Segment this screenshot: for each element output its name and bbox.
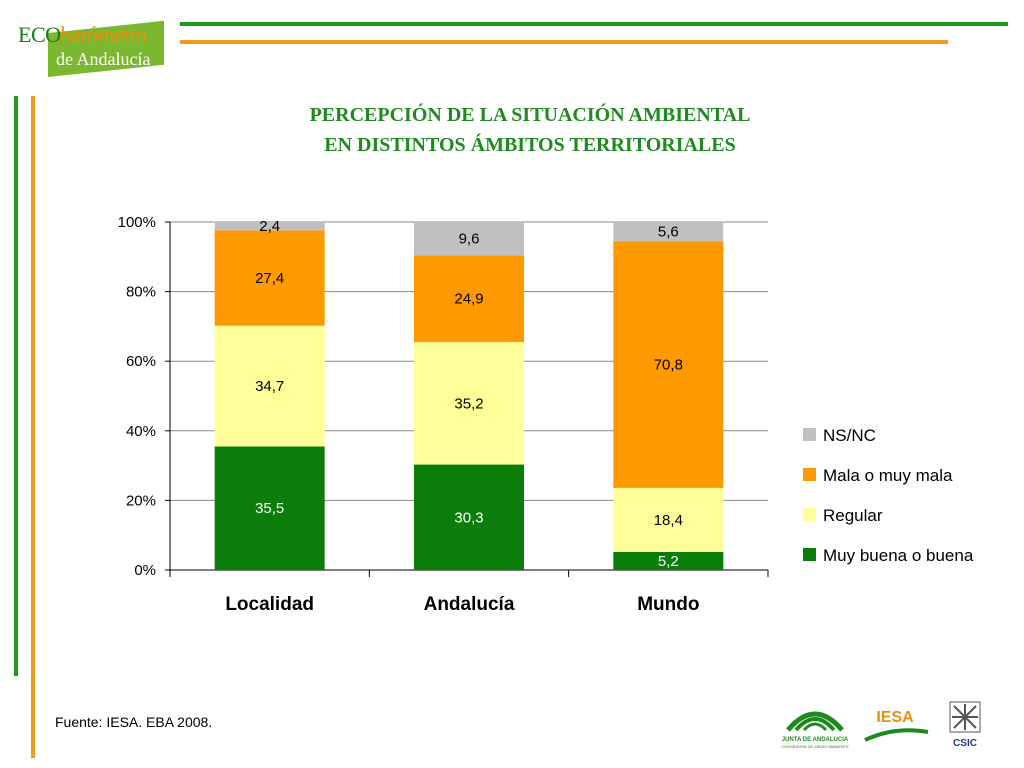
side-orange-rule (31, 96, 35, 758)
y-tick-label: 0% (134, 562, 156, 579)
data-label: 35,5 (255, 500, 284, 517)
data-label: 9,6 (459, 231, 480, 248)
csic-logo: CSIC (949, 701, 981, 749)
bar-segment (613, 241, 724, 488)
bar-segment (414, 255, 524, 343)
iesa-logo-text: IESA (876, 709, 914, 726)
bar-segment (613, 222, 724, 242)
data-label: 34,7 (255, 378, 284, 395)
y-tick-label: 20% (126, 492, 156, 509)
legend-swatch (803, 428, 816, 441)
junta-logo-text: JUNTA DE ANDALUCIA (782, 737, 849, 743)
chart-title-line1: PERCEPCIÓN DE LA SITUACIÓN AMBIENTAL (309, 104, 751, 126)
x-category-label: Andalucía (424, 594, 515, 615)
legend-label: Muy buena o buena (823, 546, 974, 565)
source-note: Fuente: IESA. EBA 2008. (55, 714, 213, 730)
data-label: 35,2 (454, 395, 483, 412)
bar-segment (613, 487, 724, 552)
bar-segment (613, 551, 724, 570)
data-label: 27,4 (255, 270, 284, 287)
bar-segment (214, 325, 325, 447)
junta-andalucia-logo: JUNTA DE ANDALUCIA CONSEJERIA DE MEDIO A… (781, 711, 849, 749)
data-label: 5,6 (658, 224, 679, 241)
top-green-rule (180, 22, 1008, 26)
logo-barometro-text: barómetro (60, 22, 147, 47)
y-tick-label: 40% (126, 423, 156, 440)
x-category-label: Mundo (637, 594, 699, 615)
bar-segment (214, 222, 325, 231)
data-label: 24,9 (454, 291, 483, 308)
bar-segment (414, 464, 524, 570)
logo-andalucia-text: de Andalucía (56, 49, 151, 69)
footer-logos: JUNTA DE ANDALUCIA CONSEJERIA DE MEDIO A… (781, 701, 981, 749)
legend-label: Mala o muy mala (823, 466, 953, 485)
y-tick-label: 100% (118, 214, 156, 231)
bar-segment (414, 342, 524, 465)
y-tick-label: 60% (126, 353, 156, 370)
top-orange-rule (180, 40, 948, 44)
data-label: 70,8 (654, 357, 683, 374)
y-tick-label: 80% (126, 284, 156, 301)
data-label: 2,4 (259, 218, 280, 235)
legend-swatch (803, 468, 816, 481)
side-green-rule (14, 96, 18, 676)
junta-logo-subtext: CONSEJERIA DE MEDIO AMBIENTE (781, 744, 849, 749)
legend-label: NS/NC (823, 426, 876, 445)
iesa-logo: IESA (864, 709, 929, 742)
legend-label: Regular (823, 506, 883, 525)
legend-swatch (803, 548, 816, 561)
x-category-label: Localidad (225, 594, 314, 615)
data-label: 5,2 (658, 553, 679, 570)
legend-swatch (803, 508, 816, 521)
bar-segment (214, 446, 325, 570)
logo-eco-text: ECO (18, 22, 61, 47)
logo-ecobarometro: ECObarómetro (18, 22, 147, 48)
data-label: 18,4 (654, 512, 683, 529)
csic-logo-text: CSIC (953, 738, 977, 749)
bar-segment (414, 222, 524, 256)
data-label: 30,3 (454, 509, 483, 526)
chart-title-line2: EN DISTINTOS ÁMBITOS TERRITORIALES (324, 134, 736, 156)
bar-segment (214, 230, 325, 326)
chart-title: PERCEPCIÓN DE LA SITUACIÓN AMBIENTAL EN … (180, 100, 880, 160)
